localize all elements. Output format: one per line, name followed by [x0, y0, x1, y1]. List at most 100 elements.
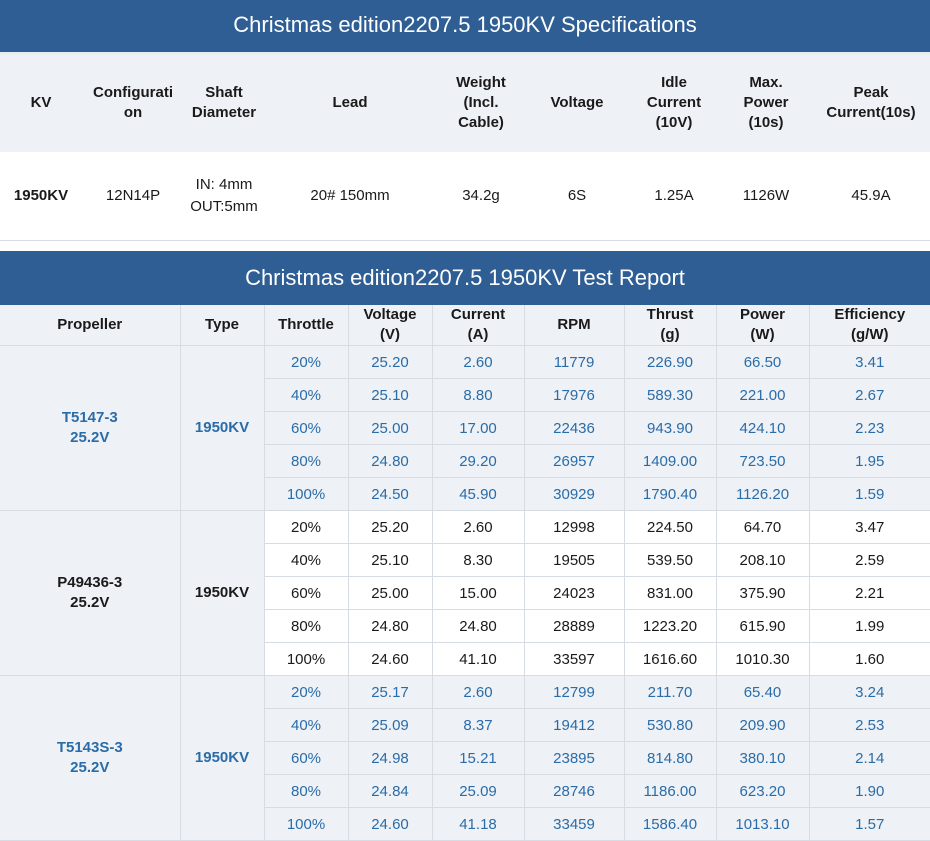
data-cell: 3.24 — [809, 675, 930, 709]
data-cell: 60% — [264, 411, 349, 445]
spec-header-cell: Idle Current (10V) — [628, 54, 720, 152]
test-header-cell: RPM — [524, 305, 625, 346]
data-cell: 1586.40 — [624, 807, 717, 841]
data-cell: 1013.10 — [716, 807, 810, 841]
report-title: Christmas edition2207.5 1950KV Test Repo… — [0, 251, 930, 305]
data-cell: 209.90 — [716, 708, 810, 742]
spec-value-cell-text: 6S — [567, 187, 587, 204]
data-cell: 3.41 — [809, 345, 930, 379]
propeller-cell-text: T5147-3 — [61, 409, 118, 426]
data-cell: 589.30 — [624, 378, 717, 412]
data-cell: 33459 — [524, 807, 625, 841]
spec-value-cell: 12N14P — [82, 152, 184, 240]
data-cell: 25.20 — [348, 510, 433, 544]
test-header-cell-text: Voltage — [363, 306, 417, 323]
spec-header-cell: Weight (Incl. Cable) — [436, 54, 526, 152]
propeller-cell-text: 25.2V — [70, 429, 110, 446]
data-cell: 1126.20 — [716, 477, 810, 511]
data-cell: 25.10 — [348, 543, 433, 577]
data-cell: 40% — [264, 378, 349, 412]
table-row: 40% 25.09 8.37 19412 530.80 209.90 2.53 — [0, 708, 930, 742]
spec-value-cell-text: 1950KV — [13, 187, 69, 204]
data-cell: 80% — [264, 609, 349, 643]
test-header-cell-text: (A) — [467, 326, 489, 343]
section-divider — [0, 240, 930, 251]
table-row: 60% 24.98 15.21 23895 814.80 380.10 2.14 — [0, 741, 930, 775]
data-cell: 424.10 — [716, 411, 810, 445]
data-cell: 2.21 — [809, 576, 930, 610]
spec-title: Christmas edition2207.5 1950KV Specifica… — [0, 0, 930, 54]
data-cell: 40% — [264, 708, 349, 742]
test-header-cell-text: (W) — [750, 326, 775, 343]
spec-header-cell-text: Weight — [456, 74, 506, 91]
spec-header-cell-text: Cable) — [458, 114, 504, 131]
spec-value-cell: 20# 150mm — [264, 152, 436, 240]
spec-header-cell-text: Voltage — [550, 94, 604, 111]
test-header-cell-text: Current — [450, 306, 506, 323]
data-cell: 226.90 — [624, 345, 717, 379]
data-cell: 8.37 — [432, 708, 525, 742]
data-cell: 2.60 — [432, 345, 525, 379]
data-cell: 33597 — [524, 642, 625, 676]
data-cell: 615.90 — [716, 609, 810, 643]
spec-header-cell-text: Max. — [749, 74, 783, 91]
test-header-cell-text: (V) — [380, 326, 400, 343]
data-cell: 22436 — [524, 411, 625, 445]
data-cell: 25.20 — [348, 345, 433, 379]
spec-header-cell-text: KV — [30, 94, 52, 111]
data-cell: 24.60 — [348, 807, 433, 841]
spec-value-cell: IN: 4mm OUT:5mm — [184, 152, 264, 240]
spec-value-cell-text: 12N14P — [105, 187, 161, 204]
data-cell: 1790.40 — [624, 477, 717, 511]
test-header-cell: Efficiency (g/W) — [809, 305, 930, 346]
data-cell: 24.80 — [348, 609, 433, 643]
data-cell: 20% — [264, 345, 349, 379]
spec-header-cell-text: (10s) — [748, 114, 784, 131]
propeller-cell: T5147-3 25.2V — [0, 345, 181, 511]
test-header-cell-text: Type — [205, 316, 239, 333]
spec-value-cell-text: 1.25A — [654, 187, 694, 204]
data-cell: 23895 — [524, 741, 625, 775]
data-cell: 80% — [264, 444, 349, 478]
spec-value-cell-text: OUT:5mm — [190, 198, 258, 215]
spec-value-cell-text: IN: 4mm — [195, 176, 253, 193]
data-cell: 814.80 — [624, 741, 717, 775]
data-cell: 100% — [264, 642, 349, 676]
table-row: 40% 25.10 8.30 19505 539.50 208.10 2.59 — [0, 543, 930, 577]
spec-header-cell-text: Shaft — [205, 84, 243, 101]
data-cell: 65.40 — [716, 675, 810, 709]
data-cell: 17976 — [524, 378, 625, 412]
spec-header-cell: Voltage — [526, 54, 628, 152]
test-report-body: Propeller Type Throttle Voltage (V) Current (A… — [0, 305, 930, 841]
spec-value-cell: 45.9A — [812, 152, 930, 240]
data-cell: 25.17 — [348, 675, 433, 709]
data-cell: 831.00 — [624, 576, 717, 610]
spec-header-row: KV Configurati on Shaft Diameter Lead Weight (I… — [0, 54, 930, 152]
data-cell: 64.70 — [716, 510, 810, 544]
type-cell: 1950KV — [180, 675, 265, 841]
spec-header-cell-text: Peak — [853, 84, 889, 101]
data-cell: 28889 — [524, 609, 625, 643]
table-row: 80% 24.80 24.80 28889 1223.20 615.90 1.99 — [0, 609, 930, 643]
test-header-cell: Propeller — [0, 305, 181, 346]
data-cell: 12998 — [524, 510, 625, 544]
spec-header-cell-text: Configurati — [93, 84, 173, 101]
test-header-cell-text: Throttle — [278, 316, 334, 333]
test-header-cell: Throttle — [264, 305, 349, 346]
data-cell: 41.18 — [432, 807, 525, 841]
propeller-cell-text: P49436-3 — [57, 574, 123, 591]
data-cell: 221.00 — [716, 378, 810, 412]
data-cell: 211.70 — [624, 675, 717, 709]
test-header-cell-text: Propeller — [57, 316, 123, 333]
data-cell: 8.30 — [432, 543, 525, 577]
spec-value-cell: 34.2g — [436, 152, 526, 240]
data-cell: 25.10 — [348, 378, 433, 412]
spec-header-cell-text: Diameter — [191, 104, 257, 121]
table-row: T5147-3 25.2V 1950KV 20% 25.20 2.60 11779 226.9… — [0, 345, 930, 511]
data-cell: 66.50 — [716, 345, 810, 379]
data-cell: 375.90 — [716, 576, 810, 610]
data-cell: 2.60 — [432, 675, 525, 709]
data-cell: 2.60 — [432, 510, 525, 544]
data-cell: 19412 — [524, 708, 625, 742]
data-cell: 24.80 — [432, 609, 525, 643]
